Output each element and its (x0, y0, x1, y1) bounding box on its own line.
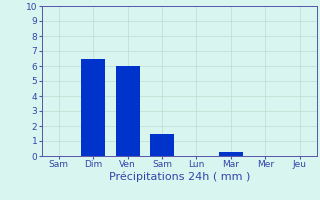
Bar (150, 134, 174, 156)
Bar (116, 66, 140, 156)
Bar (81, 58, 105, 156)
X-axis label: Précipitations 24h ( mm ): Précipitations 24h ( mm ) (108, 172, 250, 182)
Bar (219, 152, 243, 156)
